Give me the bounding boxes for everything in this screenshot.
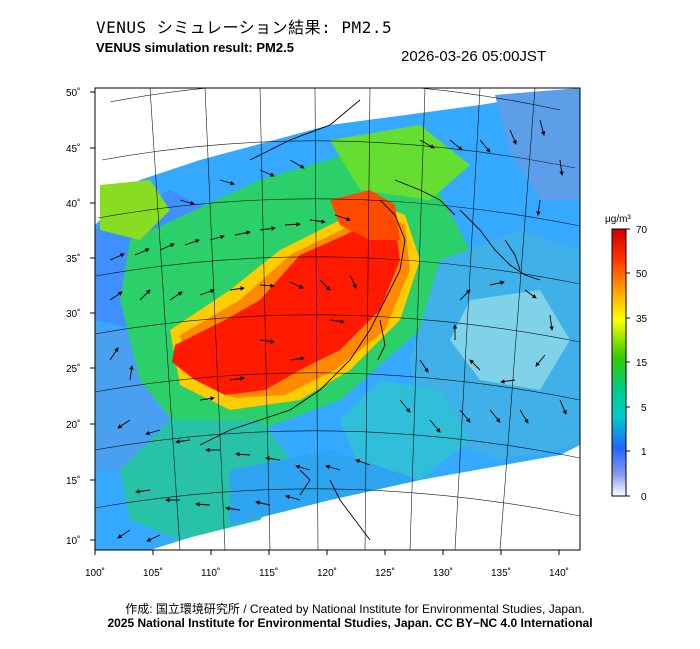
lon-label: 105˚ xyxy=(143,567,163,579)
lon-label: 130˚ xyxy=(433,567,453,579)
lat-label: 35˚ xyxy=(66,253,80,265)
credit-line: 作成: 国立環境研究所 / Created by National Instit… xyxy=(125,602,585,616)
concentration-field xyxy=(95,88,580,550)
map-frame xyxy=(94,87,581,551)
colorbar-ramp xyxy=(611,228,627,497)
latitude-labels: 50˚ 45˚ 40˚ 35˚ 30˚ 25˚ 20˚ 15˚ 10˚ xyxy=(66,87,80,547)
lat-label: 20˚ xyxy=(66,419,80,431)
title-english: VENUS simulation result: PM2.5 xyxy=(96,40,294,55)
lat-label: 50˚ xyxy=(66,87,80,99)
lat-label: 40˚ xyxy=(66,198,80,210)
lon-label: 125˚ xyxy=(375,567,395,579)
colorbar-label: 50 xyxy=(636,269,648,280)
lon-label: 120˚ xyxy=(317,567,337,579)
forecast-timestamp: 2026-03-26 05:00JST xyxy=(401,48,547,65)
colorbar-label: 70 xyxy=(636,225,648,236)
colorbar-label: 1 xyxy=(641,447,647,458)
colorbar-label: 15 xyxy=(636,358,648,369)
lat-label: 10˚ xyxy=(66,535,80,547)
colorbar-unit: μg/m³ xyxy=(605,214,631,225)
lon-label: 135˚ xyxy=(491,567,511,579)
lon-label: 110˚ xyxy=(201,567,220,579)
wind-vectors xyxy=(109,119,567,542)
lat-label: 45˚ xyxy=(66,143,80,155)
lon-label: 115˚ xyxy=(259,567,278,579)
coastlines xyxy=(199,99,541,541)
license-line: 2025 National Institute for Environmenta… xyxy=(107,616,593,630)
lon-label: 140˚ xyxy=(549,567,569,579)
lat-label: 15˚ xyxy=(66,475,80,487)
lat-label: 30˚ xyxy=(66,308,80,320)
colorbar-label: 5 xyxy=(641,403,647,414)
frame-ticks xyxy=(90,91,560,555)
graticule xyxy=(95,88,580,550)
colorbar-label: 0 xyxy=(641,492,647,503)
lon-label: 100˚ xyxy=(85,567,105,579)
longitude-labels: 100˚ 105˚ 110˚ 115˚ 120˚ 125˚ 130˚ 135˚ … xyxy=(85,567,569,579)
lat-label: 25˚ xyxy=(66,363,80,375)
colorbar: μg/m³ 70 50 35 15 5 1 0 xyxy=(605,214,648,503)
title-japanese: VENUS シミュレーション結果: PM2.5 xyxy=(96,18,393,37)
colorbar-label: 35 xyxy=(636,314,648,325)
